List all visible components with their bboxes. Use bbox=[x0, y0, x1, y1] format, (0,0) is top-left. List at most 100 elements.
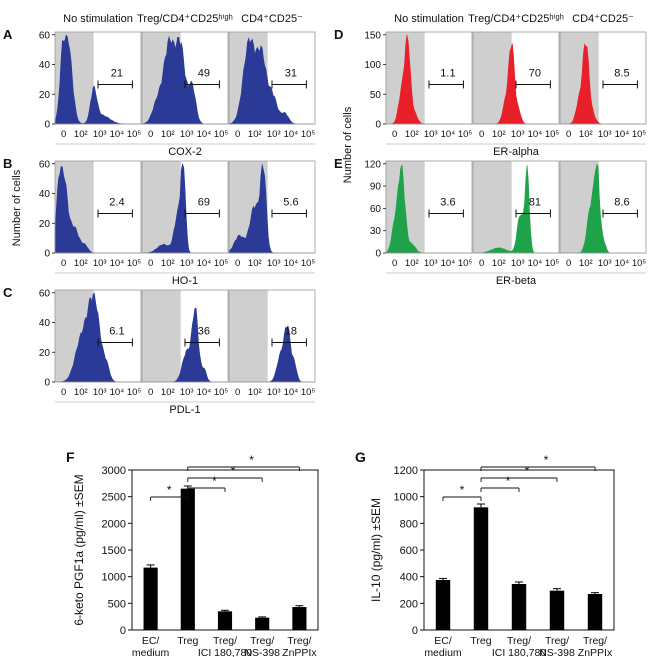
x-tick-label: 10⁵ bbox=[127, 387, 142, 398]
bar bbox=[292, 607, 307, 630]
histogram-e-3: 8.6 0 10² 10³ 10⁴ 10⁵ bbox=[559, 160, 647, 269]
y-axis-title: IL-10 (pg/ml) ±SEM bbox=[369, 498, 383, 602]
y-tick-label: 600 bbox=[400, 545, 418, 557]
gate-percent: 69 bbox=[198, 196, 210, 208]
significance-star: * bbox=[460, 483, 465, 497]
y-axis-title: Number of cells bbox=[342, 106, 354, 183]
x-tick-label: 10³ bbox=[424, 258, 438, 269]
x-tick-label: 10² bbox=[492, 129, 506, 140]
gate-percent: 70 bbox=[529, 67, 541, 79]
significance-star: * bbox=[167, 483, 172, 497]
x-tick-label: 10⁴ bbox=[441, 258, 456, 269]
column-header: Treg/CD4⁺CD25ʰⁱᵍʰ bbox=[468, 13, 564, 25]
x-tick-label: 10⁵ bbox=[458, 258, 473, 269]
histogram-area bbox=[54, 34, 141, 125]
bar bbox=[473, 507, 489, 630]
x-tick-label: 10⁵ bbox=[127, 258, 142, 269]
panel-letter: G bbox=[355, 449, 366, 465]
bar-chart-G: G 0 200 400 600 800 1000 1200 IL-10 (pg/ml) ±SEM… bbox=[355, 449, 615, 657]
category-label: Treg/ bbox=[250, 635, 274, 647]
y-tick-label: 20 bbox=[39, 348, 51, 359]
bar bbox=[549, 590, 565, 630]
y-axis-title: Number of cells bbox=[11, 169, 23, 246]
x-tick-label: 10³ bbox=[511, 258, 525, 269]
gate-shade bbox=[142, 290, 181, 382]
x-tick-label: 10³ bbox=[180, 387, 194, 398]
x-tick-label: 10⁴ bbox=[528, 129, 543, 140]
y-tick-label: 0 bbox=[44, 249, 50, 260]
marker-label: PDL-1 bbox=[169, 404, 200, 416]
marker-label: ER-beta bbox=[496, 275, 537, 287]
x-tick-label: 10⁴ bbox=[110, 387, 125, 398]
y-tick-label: 60 bbox=[39, 288, 51, 299]
x-tick-label: 10⁴ bbox=[615, 258, 630, 269]
x-tick-label: 10³ bbox=[180, 258, 194, 269]
panel-frame bbox=[385, 160, 473, 254]
x-tick-label: 10⁴ bbox=[197, 387, 212, 398]
gate-percent: 3.6 bbox=[440, 196, 455, 208]
histogram-a-1: 21 0 10² 10³ 10⁴ 10⁵ bbox=[54, 31, 142, 140]
x-tick-label: 10⁴ bbox=[110, 129, 125, 140]
category-label: Treg bbox=[177, 635, 198, 647]
histogram-b-2: 69 0 10² 10³ 10⁴ 10⁵ bbox=[141, 160, 228, 269]
category-label: Treg/ bbox=[583, 635, 607, 647]
x-tick-label: 10⁵ bbox=[214, 129, 229, 140]
x-tick-label: 0 bbox=[479, 129, 484, 140]
x-tick-label: 0 bbox=[235, 387, 240, 398]
x-tick-label: 0 bbox=[566, 129, 571, 140]
x-tick-label: 10³ bbox=[267, 129, 281, 140]
bar bbox=[255, 617, 270, 630]
x-tick-label: 10³ bbox=[424, 129, 438, 140]
gate-percent: 8.6 bbox=[614, 196, 629, 208]
bar bbox=[511, 584, 527, 630]
panel-letter: A bbox=[3, 27, 13, 42]
y-tick-label: 3000 bbox=[102, 465, 126, 477]
column-header: No stimulation bbox=[63, 13, 133, 25]
x-tick-label: 10⁵ bbox=[632, 129, 647, 140]
x-tick-label: 10⁵ bbox=[545, 129, 560, 140]
x-tick-label: 10⁴ bbox=[284, 129, 299, 140]
y-tick-label: 20 bbox=[39, 90, 51, 101]
column-header: CD4⁺CD25⁻ bbox=[241, 13, 303, 25]
x-tick-label: 0 bbox=[392, 129, 397, 140]
y-tick-label: 400 bbox=[400, 572, 418, 584]
panel-frame bbox=[54, 31, 142, 125]
category-label: Treg bbox=[470, 635, 491, 647]
histogram-e-2: 81 0 10² 10³ 10⁴ 10⁵ bbox=[472, 160, 559, 269]
x-tick-label: 10⁵ bbox=[301, 129, 316, 140]
y-tick-label: 0 bbox=[375, 120, 381, 131]
category-label: ICI 180,780 bbox=[198, 647, 252, 657]
y-tick-label: 120 bbox=[364, 159, 381, 170]
y-tick-label: 150 bbox=[364, 30, 381, 41]
y-tick-label: 100 bbox=[364, 60, 381, 71]
x-tick-label: 10⁴ bbox=[441, 129, 456, 140]
category-label: EC/ bbox=[142, 635, 160, 647]
y-tick-label: 40 bbox=[39, 318, 51, 329]
marker-label: COX-2 bbox=[168, 146, 202, 158]
histogram-c-3: 18 0 10² 10³ 10⁴ 10⁵ bbox=[228, 289, 316, 398]
histogram-b-3: 5.6 0 10² 10³ 10⁴ 10⁵ bbox=[228, 160, 315, 269]
column-header: CD4⁺CD25⁻ bbox=[572, 13, 634, 25]
x-tick-label: 0 bbox=[392, 258, 397, 269]
y-tick-label: 0 bbox=[44, 120, 50, 131]
histogram-a-3: 31 0 10² 10³ 10⁴ 10⁵ bbox=[228, 31, 316, 140]
x-tick-label: 10² bbox=[248, 387, 262, 398]
category-label: NS-398 bbox=[539, 647, 575, 657]
x-tick-label: 10² bbox=[248, 258, 262, 269]
panel-frame bbox=[559, 31, 647, 125]
panel-letter: D bbox=[334, 27, 343, 42]
bar bbox=[143, 567, 158, 630]
x-tick-label: 0 bbox=[479, 258, 484, 269]
gate-shade bbox=[473, 161, 512, 253]
panel-frame bbox=[559, 160, 647, 254]
x-tick-label: 10⁵ bbox=[214, 387, 229, 398]
y-tick-label: 60 bbox=[370, 204, 382, 215]
x-tick-label: 10² bbox=[74, 387, 88, 398]
panel-frame bbox=[228, 289, 316, 383]
y-tick-label: 50 bbox=[370, 90, 382, 101]
y-tick-label: 800 bbox=[400, 518, 418, 530]
gate-percent: 2.4 bbox=[109, 196, 124, 208]
y-tick-label: 1000 bbox=[102, 572, 126, 584]
